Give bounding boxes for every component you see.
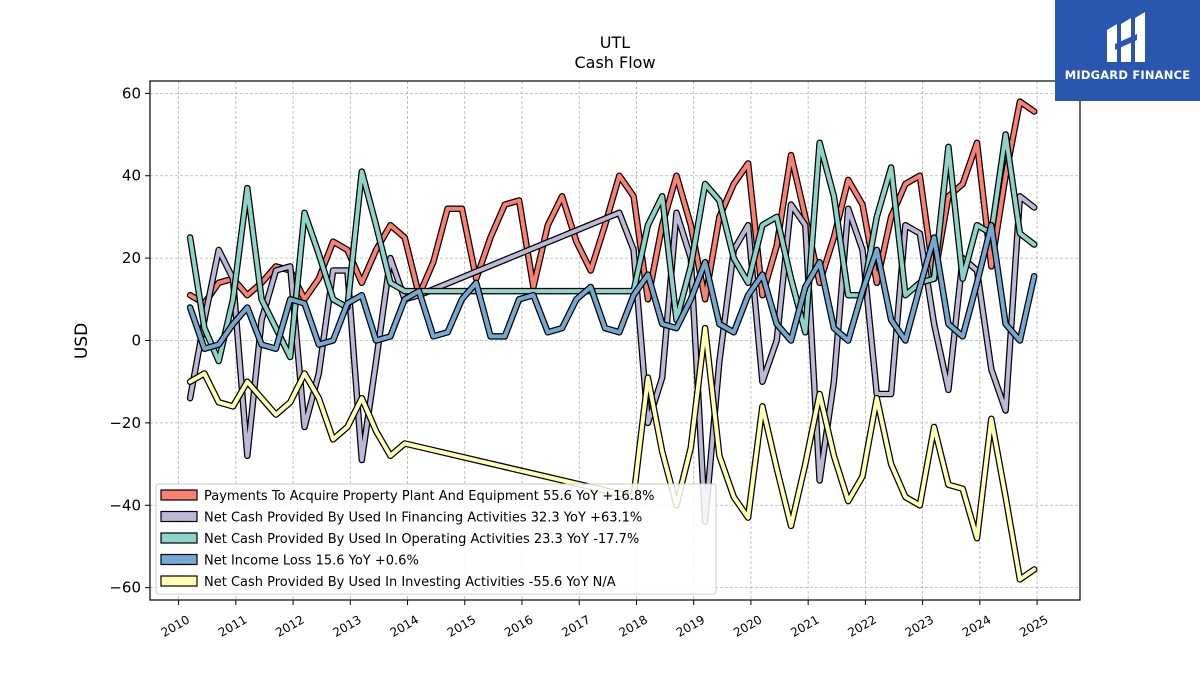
x-tick-label: 2019: [674, 612, 707, 639]
x-tick-label: 2012: [273, 612, 306, 639]
y-tick-label: −20: [109, 414, 141, 432]
series-line: [188, 223, 1037, 351]
legend-box: [155, 483, 717, 595]
y-tick-label: 0: [131, 332, 141, 350]
y-tick-label: 40: [122, 167, 141, 185]
series-2: [186, 131, 1038, 365]
x-tick-label: 2011: [216, 612, 249, 639]
x-tick-label: 2016: [502, 612, 535, 639]
x-tick-label: 2015: [445, 612, 478, 639]
legend-label: Net Cash Provided By Used In Operating A…: [204, 532, 639, 547]
x-tick-label: 2017: [559, 612, 592, 639]
chart-subtitle: Cash Flow: [574, 53, 655, 72]
legend-swatch: [160, 489, 198, 501]
logo-mark-icon: [1107, 12, 1145, 62]
x-tick-label: 2021: [788, 612, 821, 639]
x-tick-label: 2025: [1017, 612, 1050, 639]
series-4: [186, 324, 1038, 583]
logo-text: MIDGARD FINANCE: [1064, 68, 1191, 82]
x-tick-label: 2010: [159, 612, 192, 639]
legend-label: Payments To Acquire Property Plant And E…: [204, 489, 655, 504]
x-tick-label: 2022: [845, 612, 878, 639]
x-tick-label: 2020: [731, 612, 764, 639]
y-tick-label: −40: [109, 496, 141, 514]
y-tick-label: −60: [109, 579, 141, 597]
legend-swatch: [160, 575, 198, 587]
legend-swatch: [160, 510, 198, 523]
x-tick-label: 2023: [903, 612, 936, 639]
series-line: [188, 132, 1037, 364]
series-line: [188, 326, 1037, 582]
x-tick-label: 2013: [330, 612, 363, 639]
x-tick-label: 2014: [388, 612, 421, 639]
legend-label: Net Income Loss 15.6 YoY +0.6%: [204, 554, 419, 569]
legend-label: Net Cash Provided By Used In Investing A…: [204, 575, 616, 590]
legend-swatch: [160, 553, 198, 566]
series-3: [186, 221, 1038, 352]
legend-label: Net Cash Provided By Used In Financing A…: [204, 511, 642, 526]
legend-swatch: [160, 532, 198, 544]
midgard-finance-logo: MIDGARD FINANCE: [1055, 0, 1200, 101]
y-tick-label: 20: [122, 249, 141, 267]
y-tick-label: 60: [122, 84, 141, 102]
legend: Payments To Acquire Property Plant And E…: [155, 483, 717, 595]
y-axis-label: USD: [72, 323, 92, 359]
x-tick-label: 2024: [960, 612, 993, 639]
x-tick-label: 2018: [617, 612, 650, 639]
chart-title: UTL: [600, 33, 630, 52]
